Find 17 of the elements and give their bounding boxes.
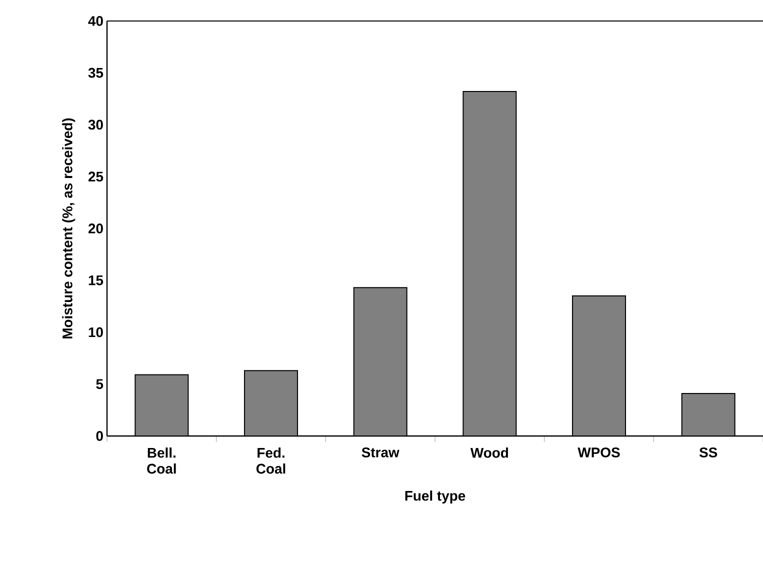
x-tick-label: WPOS bbox=[578, 447, 620, 458]
y-tick-label: 25 bbox=[88, 172, 104, 182]
x-tick-label: Bell. Coal bbox=[147, 448, 176, 474]
x-axis-title: Fuel type bbox=[405, 490, 466, 504]
y-tick-label: 20 bbox=[88, 224, 103, 234]
x-tick-label: Straw bbox=[362, 447, 400, 458]
x-tick-label: SS bbox=[699, 447, 718, 458]
y-axis-title: Moisture content (%, as received) bbox=[62, 118, 76, 338]
y-tick-label: 30 bbox=[88, 120, 103, 130]
y-tick-label: 40 bbox=[88, 16, 103, 26]
y-tick-label: 10 bbox=[88, 327, 103, 338]
y-tick-label: 35 bbox=[88, 68, 104, 78]
x-tick-label: Wood bbox=[470, 448, 508, 458]
y-tick-label: 15 bbox=[88, 276, 104, 286]
y-tick-label: 0 bbox=[96, 431, 103, 441]
y-tick-label: 5 bbox=[96, 379, 104, 389]
x-tick-label: Fed. Coal bbox=[256, 448, 286, 474]
